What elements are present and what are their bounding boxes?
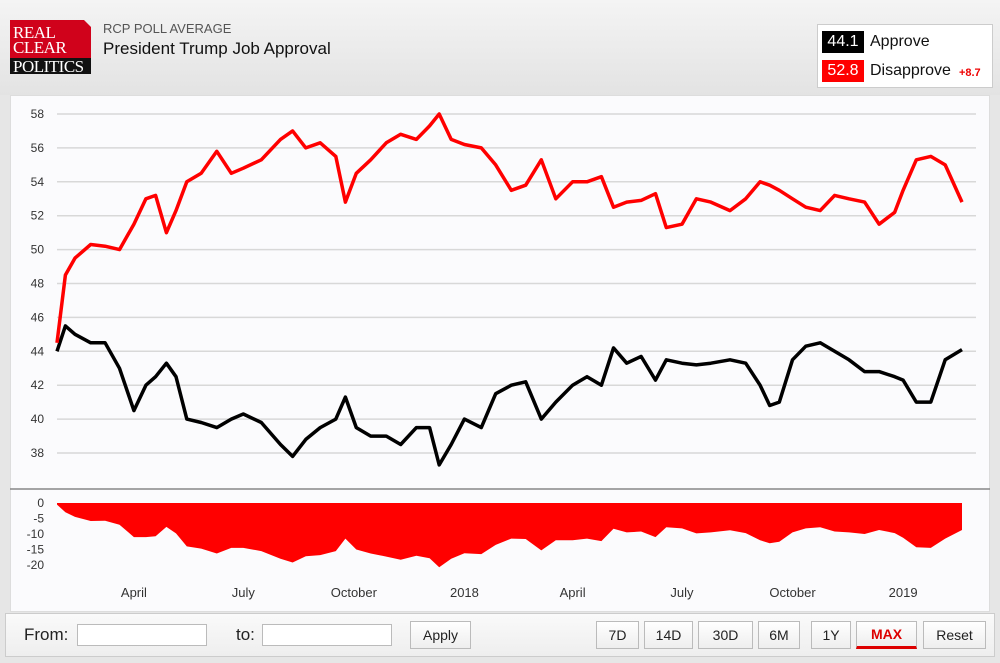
range-7d-button[interactable]: 7D (596, 621, 639, 649)
approve-value: 44.1 (822, 31, 864, 53)
spread-tick-label: 0 (37, 496, 44, 510)
from-label: From: (24, 625, 69, 644)
legend-disapprove: 52.8 Disapprove +8.7 (822, 60, 981, 82)
reset-button[interactable]: Reset (923, 621, 986, 649)
y-tick-label: 40 (31, 412, 45, 426)
disapprove-value: 52.8 (822, 60, 864, 82)
x-tick-label: July (670, 585, 694, 600)
series-line-approve (55, 324, 963, 467)
range-14d-button[interactable]: 14D (644, 621, 693, 649)
range-1y-button[interactable]: 1Y (811, 621, 851, 649)
apply-button[interactable]: Apply (410, 621, 471, 649)
rcp-logo[interactable]: REAL CLEAR POLITICS (10, 20, 91, 74)
x-tick-label: October (331, 585, 378, 600)
y-tick-label: 56 (31, 141, 45, 155)
spread-value: +8.7 (958, 67, 981, 79)
y-tick-label: 52 (31, 209, 45, 223)
x-tick-label: April (560, 585, 586, 600)
y-tick-label: 54 (31, 175, 45, 189)
chart[interactable]: 38 40 42 44 46 48 50 52 54 56 58 0 -5-10 -15-20 April J… (10, 95, 990, 612)
y-tick-label: 46 (31, 310, 45, 324)
x-tick-label: October (769, 585, 816, 600)
legend: 44.1 Approve 52.8 Disapprove +8.7 (817, 24, 993, 88)
to-label: to: (236, 625, 255, 644)
approve-label: Approve (870, 33, 930, 50)
subtitle: RCP POLL AVERAGE (103, 21, 232, 36)
x-tick-label: April (121, 585, 147, 600)
y-tick-label: 48 (31, 277, 45, 291)
spread-tick-label: -15 (27, 543, 45, 557)
to-date-input[interactable] (262, 624, 392, 646)
page-title: President Trump Job Approval (103, 39, 331, 58)
y-tick-label: 58 (31, 107, 45, 121)
header: REAL CLEAR POLITICS RCP POLL AVERAGE Presi… (0, 0, 1000, 95)
series-line-disapprove (55, 112, 964, 344)
x-tick-label: 2018 (450, 585, 479, 600)
spread-tick-label: -5 (33, 512, 44, 526)
y-tick-label: 38 (31, 446, 45, 460)
range-30d-button[interactable]: 30D (698, 621, 753, 649)
spread-tick-label: -20 (27, 558, 45, 572)
legend-approve: 44.1 Approve (822, 31, 930, 53)
x-tick-label: 2019 (889, 585, 918, 600)
y-tick-label: 42 (31, 378, 45, 392)
date-range-bar: From: to: Apply 7D 14D 30D 6M 1Y MAX Reset (5, 613, 995, 657)
x-tick-label: July (232, 585, 256, 600)
spread-area (57, 503, 962, 568)
disapprove-label: Disapprove (870, 62, 951, 79)
range-6m-button[interactable]: 6M (758, 621, 800, 649)
spread-tick-label: -10 (27, 527, 45, 541)
y-tick-label: 44 (31, 344, 45, 358)
chart-panel: 38 40 42 44 46 48 50 52 54 56 58 0 -5 -10 -15 -20 April J… (10, 95, 990, 612)
y-tick-label: 50 (31, 243, 45, 257)
range-max-button[interactable]: MAX (856, 621, 917, 649)
from-date-input[interactable] (77, 624, 207, 646)
